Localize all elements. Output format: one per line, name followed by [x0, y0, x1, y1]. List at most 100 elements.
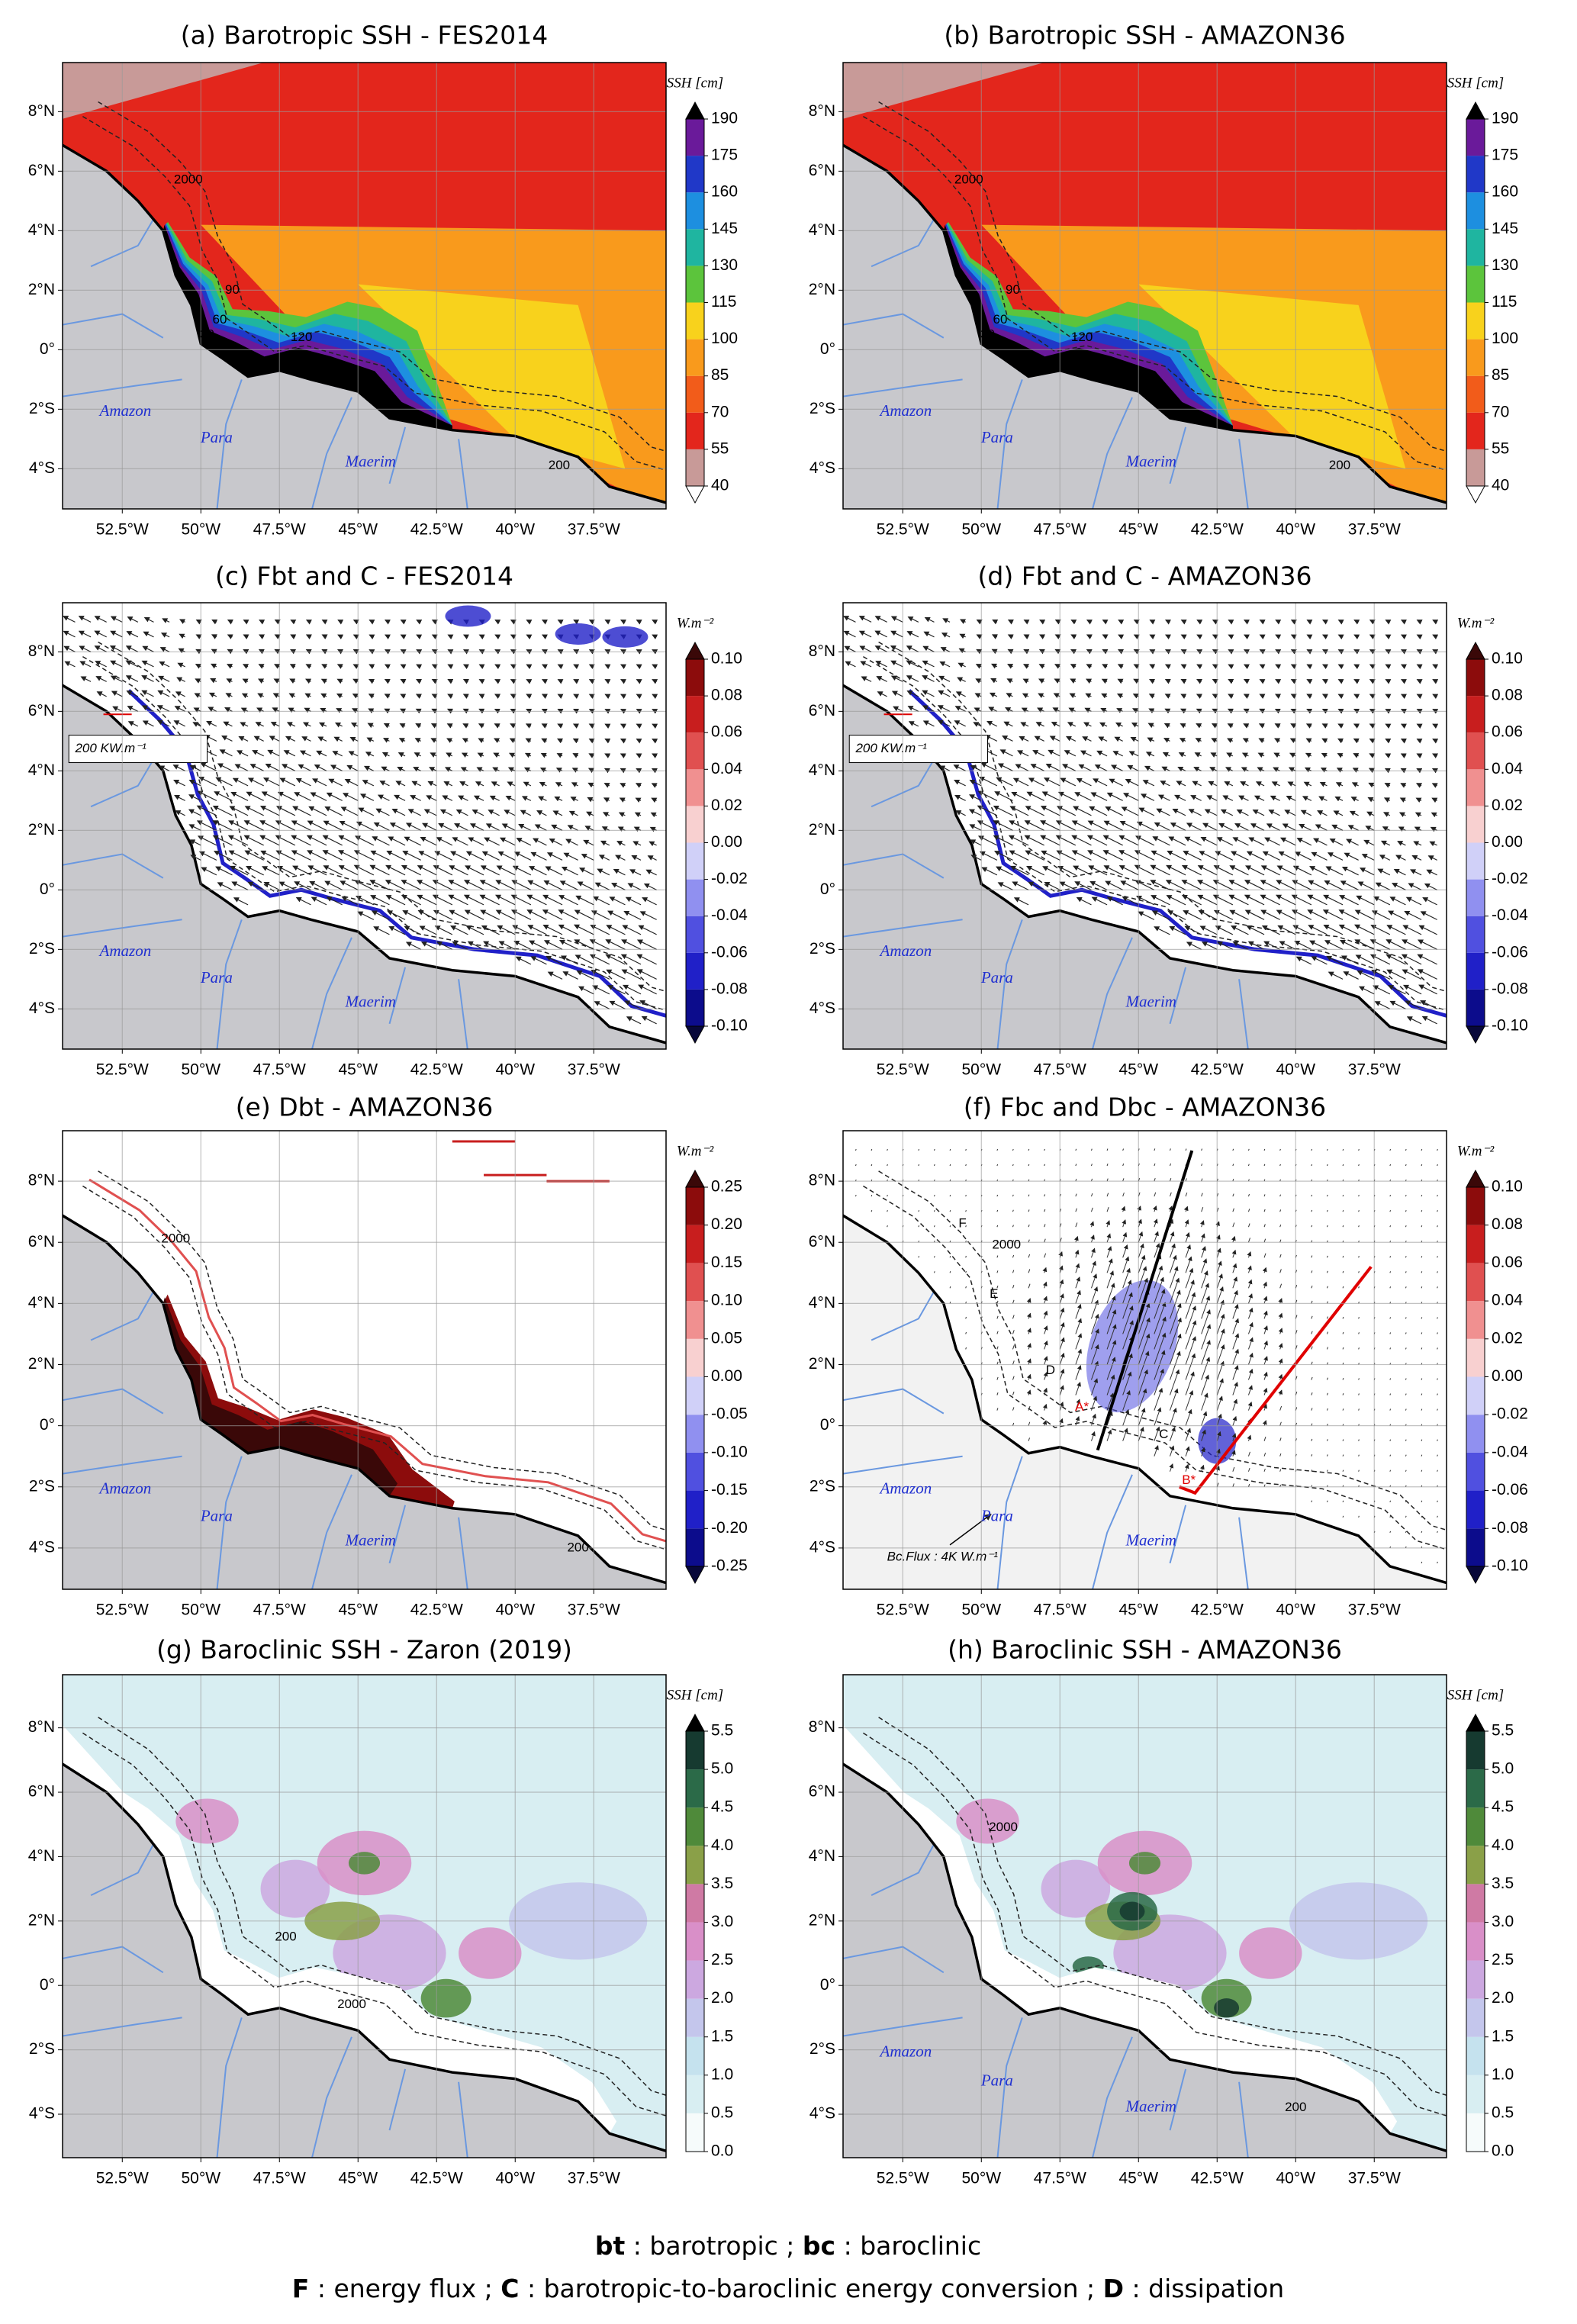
flux-arrow	[141, 690, 154, 697]
flux-arrow	[1389, 1500, 1392, 1502]
flux-arrow	[636, 664, 642, 670]
flux-arrow	[855, 1148, 857, 1151]
flux-arrow	[419, 925, 437, 935]
flux-arrow	[417, 909, 437, 920]
colorbar-segment	[686, 1846, 704, 1885]
flux-arrow	[605, 954, 626, 965]
flux-arrow	[1311, 1500, 1313, 1502]
x-tick-label: 47.5°W	[253, 2170, 306, 2187]
flux-arrow	[558, 895, 578, 906]
flux-arrow	[620, 753, 626, 758]
flux-arrow	[1437, 1271, 1438, 1273]
river	[63, 919, 182, 938]
flux-arrow	[188, 779, 201, 787]
flux-arrow	[126, 631, 139, 638]
flux-arrow	[96, 691, 107, 697]
flux-arrow	[262, 777, 280, 787]
y-tick-label: 4°S	[809, 459, 835, 477]
flux-arrow	[195, 620, 202, 625]
flux-arrow	[338, 865, 359, 876]
colorbar-segment	[686, 842, 704, 880]
flux-arrow	[195, 634, 202, 639]
flux-arrow	[442, 795, 453, 801]
flux-arrow	[215, 777, 233, 787]
flux-arrow	[525, 738, 532, 744]
place-label: Amazon	[98, 401, 152, 420]
colorbar-segment	[1466, 1846, 1485, 1885]
flux-arrow	[574, 939, 594, 950]
x-tick-label: 47.5°W	[1034, 1061, 1086, 1079]
flux-arrow	[621, 969, 642, 980]
flux-arrow	[494, 738, 500, 743]
panel-title: (e) Dbt - AMAZON36	[236, 1093, 494, 1122]
colorbar-tick-label: 0.20	[711, 1215, 742, 1233]
colorbar-tick-label: -0.10	[1492, 1557, 1528, 1575]
flux-arrow	[565, 839, 578, 846]
colorbar-segment	[686, 1731, 704, 1770]
y-tick-label: 2°N	[28, 281, 55, 298]
colorbar-tick-label: 190	[711, 110, 738, 127]
map-panel: Amazon Para Maerim 2000 200	[63, 1131, 666, 1589]
panel-title: (f) Fbc and Dbc - AMAZON36	[964, 1093, 1326, 1122]
colorbar-segment	[686, 2036, 704, 2075]
flux-arrow	[965, 1148, 967, 1151]
flux-arrow	[518, 824, 532, 831]
flux-arrow	[337, 620, 344, 625]
flux-arrow	[400, 664, 407, 670]
flux-arrow	[244, 806, 264, 816]
flux-arrow	[386, 850, 406, 861]
colorbar-segment	[686, 1884, 704, 1923]
flux-arrow	[447, 664, 454, 670]
flux-arrow	[200, 762, 217, 771]
ssh-blob	[1214, 1998, 1240, 2018]
flux-arrow	[310, 792, 327, 801]
flux-arrow	[534, 824, 547, 831]
x-tick-label: 45°W	[1118, 1061, 1158, 1079]
flux-arrow	[401, 864, 421, 876]
flux-arrow	[450, 925, 468, 935]
flux-arrow	[1389, 1225, 1392, 1228]
flux-arrow	[996, 1164, 999, 1167]
flux-arrow	[127, 616, 139, 623]
flux-arrow	[228, 820, 249, 831]
flux-arrow	[431, 620, 438, 625]
flux-arrow	[572, 753, 579, 758]
flux-arrow	[588, 694, 595, 700]
flux-arrow	[558, 909, 578, 920]
river	[311, 937, 352, 1049]
flux-arrow	[890, 660, 903, 668]
colorbar-tick-label: -0.06	[1492, 1481, 1528, 1498]
colorbar-tick-label: 55	[1492, 439, 1509, 457]
flux-arrow	[389, 822, 406, 831]
flux-arrow	[620, 723, 626, 729]
flux-arrow	[1358, 1439, 1360, 1441]
flux-arrow	[407, 809, 421, 816]
flux-arrow	[1421, 1500, 1423, 1502]
map-annotation: 120	[291, 330, 312, 344]
colorbar-segment	[686, 339, 704, 376]
flux-arrow	[578, 986, 594, 995]
flux-arrow	[478, 664, 485, 670]
field-region	[358, 284, 626, 469]
flux-arrow	[965, 1194, 967, 1197]
flux-arrow	[1311, 1194, 1313, 1197]
flux-arrow	[227, 620, 233, 625]
flux-arrow	[576, 970, 594, 980]
river	[843, 919, 963, 938]
flux-arrow	[125, 645, 139, 652]
place-label: Para	[200, 428, 233, 446]
flux-arrow	[573, 620, 580, 625]
flux-arrow	[288, 707, 296, 713]
flux-arrow	[510, 664, 517, 670]
flux-arrow	[603, 797, 610, 803]
flux-arrow	[304, 693, 311, 699]
flux-arrow	[320, 707, 327, 713]
flux-arrow	[949, 1209, 951, 1212]
flux-arrow	[463, 880, 484, 890]
flux-arrow	[324, 880, 343, 890]
flux-arrow	[349, 736, 359, 742]
flux-arrow	[404, 925, 421, 935]
flux-arrow	[876, 676, 887, 682]
legend-text: : barotropic ;	[625, 2231, 803, 2261]
flux-arrow	[652, 620, 658, 625]
